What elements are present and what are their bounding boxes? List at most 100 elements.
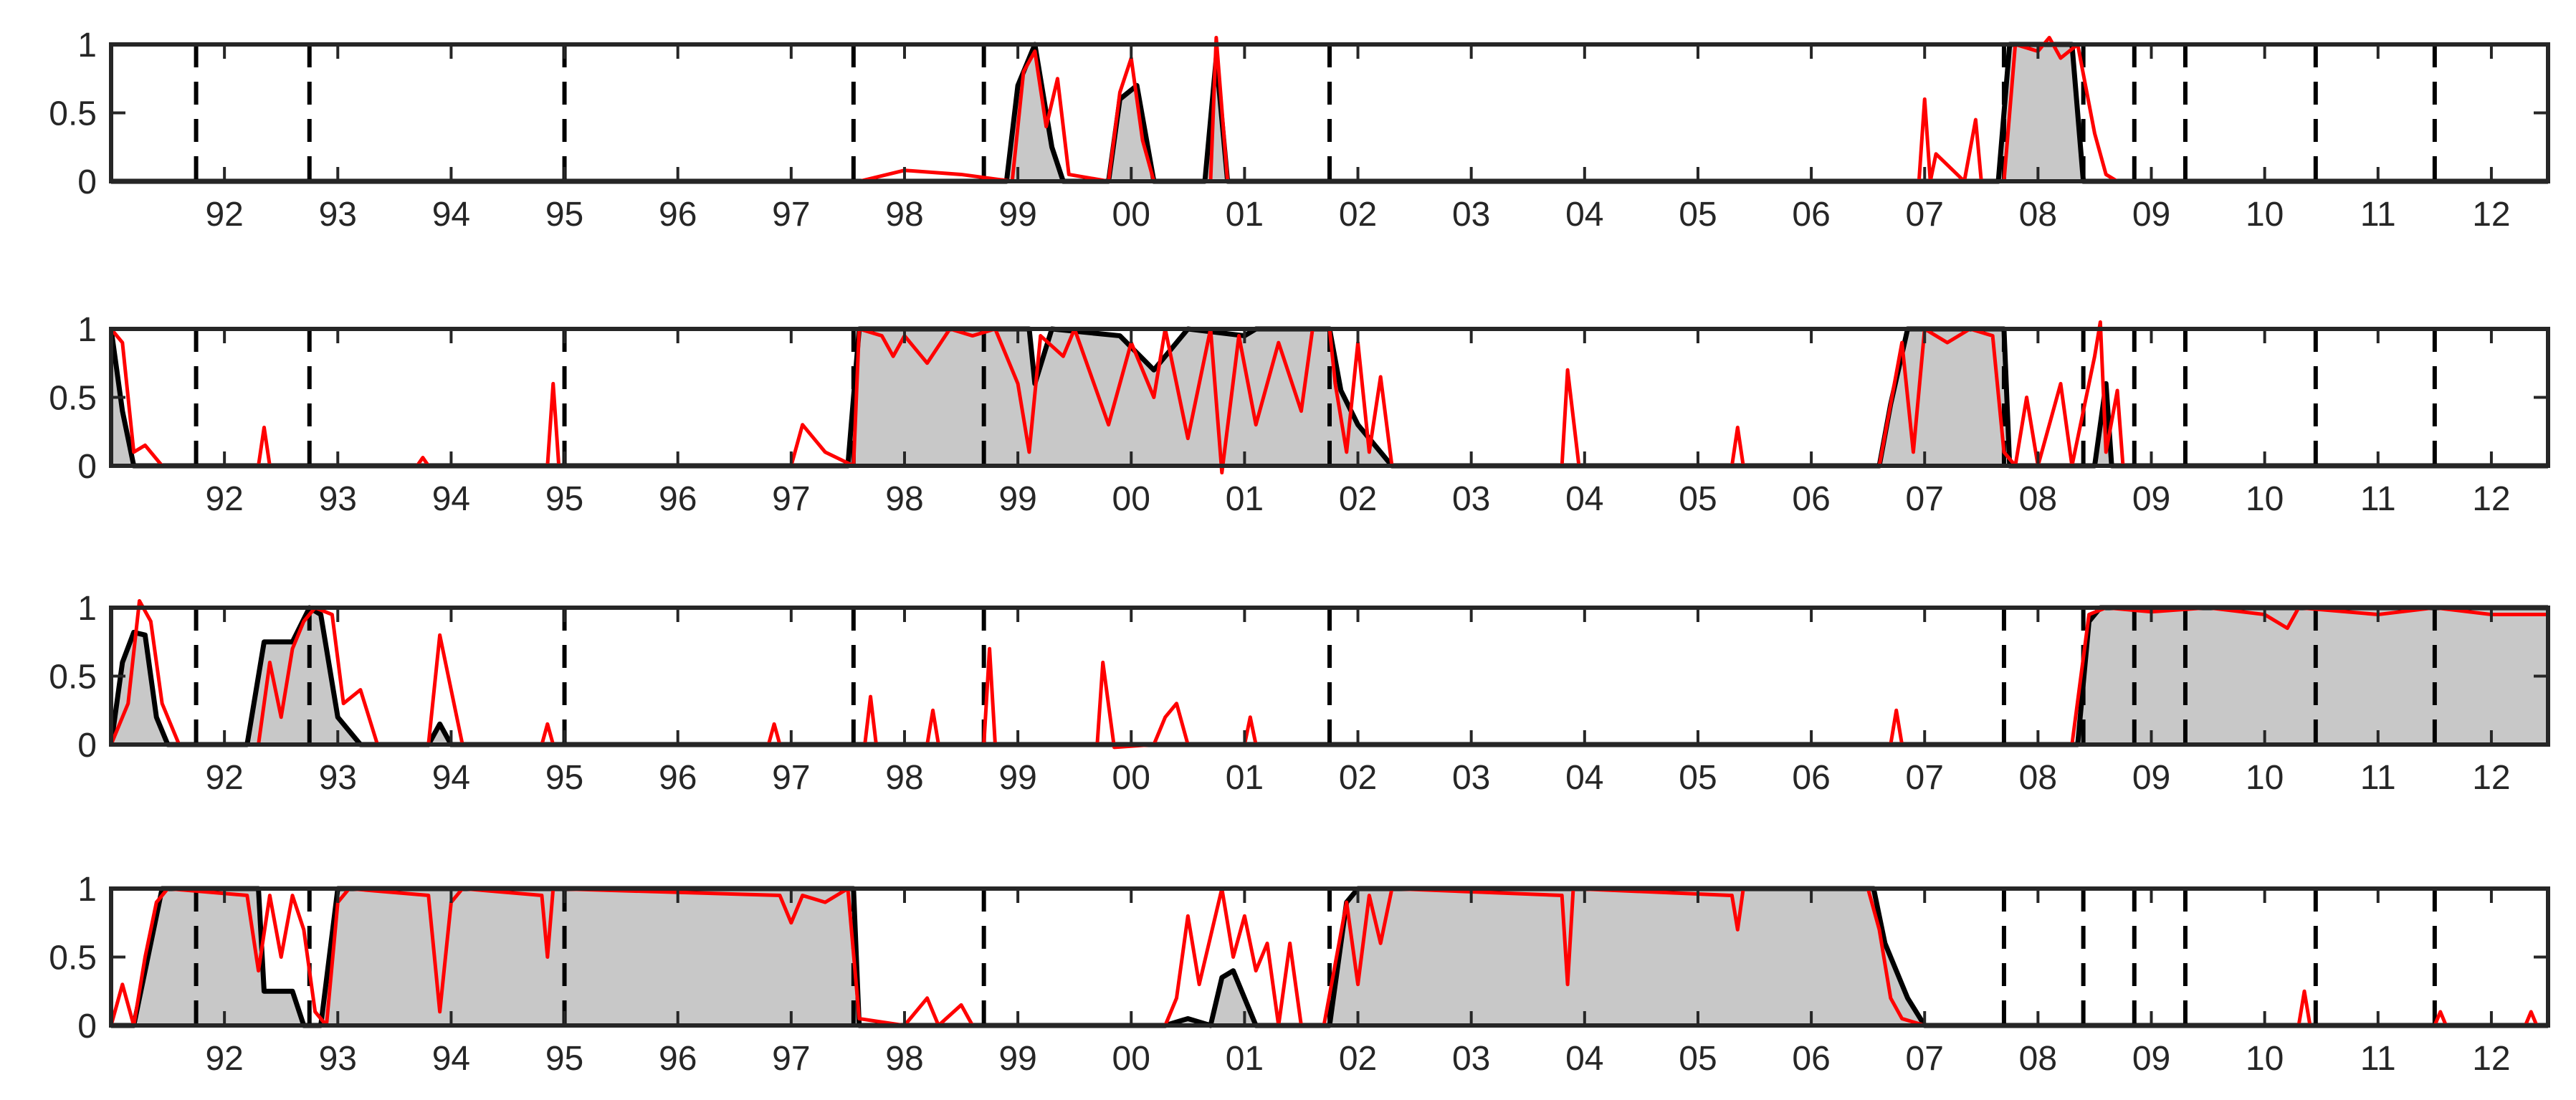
x-tick-label: 01 <box>1226 759 1264 797</box>
x-tick-label: 97 <box>772 1040 810 1078</box>
x-tick-label: 98 <box>885 480 923 518</box>
x-tick-label: 95 <box>545 759 583 797</box>
x-tick-label: 06 <box>1792 196 1830 234</box>
probability-shade <box>111 889 2548 1025</box>
x-tick-label: 00 <box>1112 196 1150 234</box>
x-tick-label: 01 <box>1226 480 1264 518</box>
y-tick-label: 0.5 <box>49 659 97 697</box>
x-tick-label: 04 <box>1565 1040 1603 1078</box>
x-tick-label: 02 <box>1339 759 1377 797</box>
x-tick-label: 08 <box>2019 1040 2057 1078</box>
x-tick-label: 92 <box>205 480 243 518</box>
x-tick-label: 99 <box>998 1040 1036 1078</box>
plot-area <box>111 35 2548 184</box>
x-tick-label: 11 <box>2360 196 2396 234</box>
x-tick-label: 07 <box>1906 1040 1944 1078</box>
x-tick-label: 11 <box>2360 759 2396 797</box>
x-tick-label: 98 <box>885 759 923 797</box>
panel-3: 92 93 94 95 96 97 98 99 00 01 02 03 04 05 06 07 08 09 10 11… <box>49 590 2550 797</box>
x-tick-label: 95 <box>545 480 583 518</box>
x-tick-label: 02 <box>1339 196 1377 234</box>
x-tick-label: 10 <box>2246 480 2284 518</box>
x-tick-label: 03 <box>1452 759 1490 797</box>
x-tick-label: 92 <box>205 1040 243 1078</box>
x-tick-label: 09 <box>2132 196 2170 234</box>
x-tick-label: 93 <box>319 480 357 518</box>
x-tick-label: 08 <box>2019 759 2057 797</box>
x-tick-label: 09 <box>2132 759 2170 797</box>
x-tick-label: 02 <box>1339 480 1377 518</box>
x-tick-label: 07 <box>1906 480 1944 518</box>
plot-area <box>111 320 2548 474</box>
x-tick-label: 10 <box>2246 1040 2284 1078</box>
x-tick-label: 12 <box>2472 759 2510 797</box>
x-tick-label: 08 <box>2019 480 2057 518</box>
probability-shade <box>111 608 2548 745</box>
x-tick-label: 10 <box>2246 759 2284 797</box>
x-tick-label: 94 <box>432 480 470 518</box>
plot-area <box>111 598 2548 750</box>
x-tick-label: 03 <box>1452 196 1490 234</box>
x-tick-label: 95 <box>545 196 583 234</box>
x-tick-label: 00 <box>1112 480 1150 518</box>
x-tick-label: 99 <box>998 759 1036 797</box>
x-tick-label: 04 <box>1565 759 1603 797</box>
x-tick-label: 97 <box>772 480 810 518</box>
x-tick-label: 93 <box>319 1040 357 1078</box>
y-tick-label: 1 <box>77 590 97 628</box>
y-tick-label: 1 <box>77 311 97 349</box>
x-tick-label: 96 <box>659 480 697 518</box>
y-tick-label: 0 <box>77 727 97 765</box>
x-tick-label: 11 <box>2360 480 2396 518</box>
x-tick-label: 08 <box>2019 196 2057 234</box>
filtered-probability-line <box>111 886 2548 1028</box>
x-tick-label: 99 <box>998 480 1036 518</box>
panel-4: 92 93 94 95 96 97 98 99 00 01 02 03 04 05 06 07 08 09 10 11… <box>49 871 2550 1078</box>
plot-area <box>111 886 2548 1028</box>
x-tick-label: 07 <box>1906 196 1944 234</box>
x-tick-label: 12 <box>2472 196 2510 234</box>
x-tick-label: 94 <box>432 196 470 234</box>
x-tick-label: 07 <box>1906 759 1944 797</box>
x-tick-label: 10 <box>2246 196 2284 234</box>
panel-1: 92 93 94 95 96 97 98 99 00 01 02 03 04 05 06 07 08 09 10 11… <box>49 27 2550 234</box>
x-tick-label: 04 <box>1565 480 1603 518</box>
x-tick-label: 00 <box>1112 1040 1150 1078</box>
x-tick-label: 06 <box>1792 1040 1830 1078</box>
x-tick-label: 09 <box>2132 480 2170 518</box>
x-tick-label: 05 <box>1679 1040 1717 1078</box>
x-tick-label: 03 <box>1452 1040 1490 1078</box>
y-tick-label: 0 <box>77 1008 97 1046</box>
x-tick-label: 99 <box>998 196 1036 234</box>
x-tick-label: 11 <box>2360 1040 2396 1078</box>
x-tick-label: 97 <box>772 196 810 234</box>
y-tick-label: 0 <box>77 163 97 201</box>
x-tick-label: 98 <box>885 1040 923 1078</box>
x-tick-label: 92 <box>205 759 243 797</box>
x-tick-label: 09 <box>2132 1040 2170 1078</box>
x-tick-label: 12 <box>2472 1040 2510 1078</box>
y-tick-label: 0.5 <box>49 95 97 133</box>
x-tick-label: 94 <box>432 1040 470 1078</box>
x-tick-label: 06 <box>1792 480 1830 518</box>
x-tick-label: 02 <box>1339 1040 1377 1078</box>
x-tick-label: 92 <box>205 196 243 234</box>
x-tick-label: 96 <box>659 759 697 797</box>
x-tick-label: 01 <box>1226 196 1264 234</box>
filtered-probability-line <box>111 598 2548 750</box>
x-tick-label: 05 <box>1679 196 1717 234</box>
panel-2: 92 93 94 95 96 97 98 99 00 01 02 03 04 05 06 07 08 09 10 11… <box>49 311 2550 518</box>
x-tick-label: 03 <box>1452 480 1490 518</box>
x-tick-label: 05 <box>1679 480 1717 518</box>
y-tick-label: 1 <box>77 27 97 64</box>
x-tick-label: 06 <box>1792 759 1830 797</box>
x-tick-label: 01 <box>1226 1040 1264 1078</box>
x-tick-label: 96 <box>659 1040 697 1078</box>
filtered-probability-line <box>111 320 2548 474</box>
x-tick-label: 97 <box>772 759 810 797</box>
y-tick-label: 0 <box>77 448 97 486</box>
x-tick-label: 05 <box>1679 759 1717 797</box>
x-tick-label: 93 <box>319 196 357 234</box>
x-tick-label: 12 <box>2472 480 2510 518</box>
